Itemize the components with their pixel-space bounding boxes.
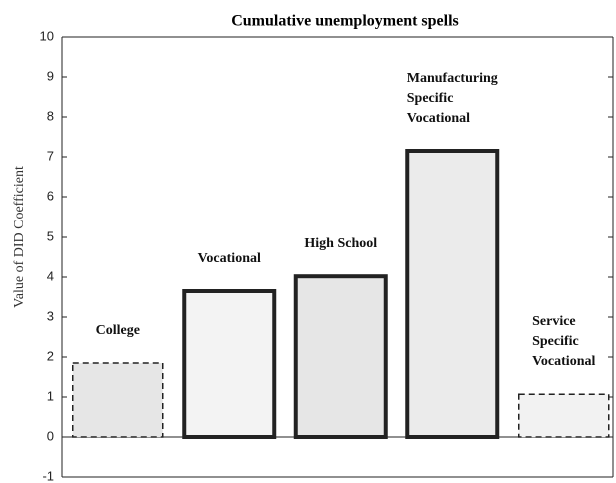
bar [405,149,500,439]
category-label: Service Specific Vocational [532,314,596,370]
bar [72,362,164,438]
y-tick-label: 9 [47,68,54,83]
y-tick-label: 3 [47,308,54,323]
y-tick-label: 7 [47,148,54,163]
y-tick-label: 10 [40,28,54,43]
y-tick-label: 1 [47,388,54,403]
category-label: High School [304,236,378,252]
y-tick-label: 4 [47,268,54,283]
y-tick-label: 6 [47,188,54,203]
y-tick-label: -1 [42,468,54,483]
chart-title: Cumulative unemployment spells [231,13,459,30]
y-tick-label: 2 [47,348,54,363]
bar [293,274,388,440]
y-tick-label: 5 [47,228,54,243]
y-tick-label: 0 [47,428,54,443]
bar [182,289,277,439]
bar [518,393,610,438]
y-tick-label: 8 [47,108,54,123]
category-label: College [95,323,140,338]
y-axis-label: Value of DID Coefficient [12,166,27,308]
category-label: Vocational [197,251,261,266]
category-label: Manufacturing Specific Vocational [406,71,498,126]
